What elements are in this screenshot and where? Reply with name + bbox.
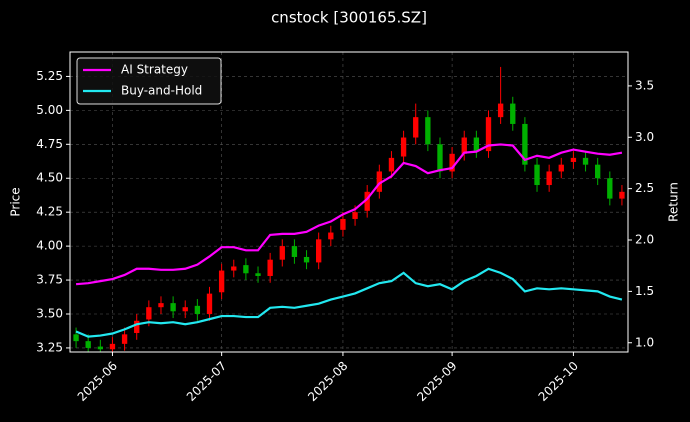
candle-body [134,320,140,333]
candle-body [388,157,395,172]
candle-body [146,307,152,320]
candle-body [558,164,564,172]
candle-body [279,246,285,260]
candle-body [461,137,467,154]
candle-body [303,256,310,263]
y-tick-label: 3.75 [36,273,63,287]
plot-frame [69,51,629,353]
x-tick-label: 2025-07 [184,359,229,404]
y2-axis-label: Return [667,182,681,222]
candle-body [473,137,480,152]
candle-body [546,171,552,186]
candle-body [291,246,298,257]
candle-body [485,117,492,152]
candle-body [194,305,201,314]
candle-body [582,157,589,165]
y-tick-label: 5.25 [36,69,63,83]
y2-tick-label: 2.5 [635,181,654,195]
candle-body [267,259,273,276]
candle-body [85,341,91,348]
candle-body [182,307,188,312]
legend-label: Buy-and-Hold [121,84,202,98]
candle-body [352,212,358,219]
candle-body [497,103,504,118]
y-axis-label: Price [9,187,23,216]
chart-title: cnstock [300165.SZ] [271,9,427,27]
y-tick-label: 3.25 [36,340,63,354]
y-tick-label: 5.00 [36,103,63,117]
legend-box [76,57,222,105]
candle-body [73,334,79,342]
x-tick-label: 2025-10 [536,359,581,404]
y-tick-label: 4.00 [36,239,63,253]
x-tick-label: 2025-09 [414,359,459,404]
candle-body [534,164,540,186]
candle-body [376,171,382,192]
candle-body [425,117,431,145]
candle-body [170,303,176,312]
series-line [75,267,623,338]
candle-body [364,191,370,211]
candle-body [109,343,116,350]
candle-body [316,239,322,263]
candle-body [340,218,346,230]
y2-tick-label: 3.5 [635,78,654,92]
y2-tick-label: 1.5 [635,284,654,298]
candle-body [413,117,419,138]
candle-body [437,144,443,172]
candle-body [595,164,601,179]
y-tick-label: 4.25 [36,205,63,219]
candle-body [449,153,455,172]
x-tick-label: 2025-08 [305,359,350,404]
candle-body [158,303,164,308]
candle-body [400,137,407,157]
candle-body [607,178,613,199]
y-tick-label: 4.50 [36,171,63,185]
y-tick-label: 3.50 [36,306,63,320]
candle-body [510,103,516,124]
y2-tick-label: 1.0 [635,335,654,349]
candle-body [218,270,225,293]
candle-body [206,293,213,314]
y2-tick-label: 2.0 [635,233,654,247]
candle-body [570,157,577,162]
candle-body [619,191,625,199]
x-tick-label: 2025-06 [75,359,120,404]
y-tick-label: 4.75 [36,137,63,151]
candle-body [231,266,237,271]
candle-body [522,123,528,165]
series-line [75,143,623,286]
y2-tick-label: 3.0 [635,130,654,144]
candle-body [328,232,334,240]
candle-body [121,334,128,344]
legend-label: AI Strategy [121,63,188,77]
candle-body [255,273,261,276]
candle-body [97,346,103,350]
candle-body [243,265,249,274]
